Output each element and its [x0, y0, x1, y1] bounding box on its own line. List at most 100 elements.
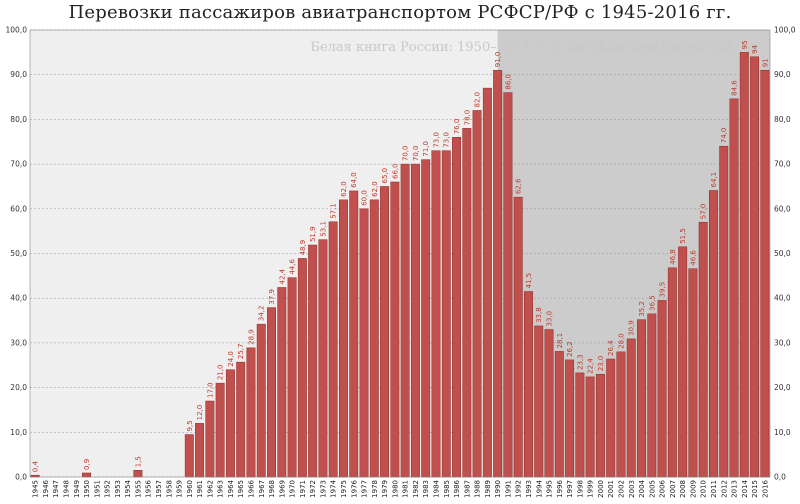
y-tick-label-left: 10,0	[10, 428, 27, 437]
y-tick-label-left: 50,0	[10, 249, 27, 258]
x-tick-label-1979: 1979	[381, 480, 389, 498]
x-tick-label-1987: 1987	[463, 480, 471, 498]
x-tick-label-1946: 1946	[42, 479, 50, 497]
bar-1982	[410, 163, 420, 478]
bar-2003	[626, 338, 636, 478]
data-label-1997: 26,2	[566, 341, 574, 357]
data-labels: 0,4 0,9 1,5 9,512,017,021,024,0 25,728,934,2…	[32, 40, 770, 472]
data-label-1955: 1,5	[134, 456, 142, 467]
y-tick-label-right: 40,0	[774, 294, 791, 303]
y-tick-label-right: 20,0	[774, 383, 791, 392]
y-tick-label-right: 50,0	[774, 249, 791, 258]
x-tick-label-1948: 1948	[62, 480, 70, 498]
bar-1985	[441, 150, 451, 478]
x-tick-label-1978: 1978	[371, 480, 379, 498]
data-label-1980: 66,0	[391, 163, 399, 179]
bar-2007	[667, 267, 677, 478]
bar-1988	[472, 110, 482, 478]
bar-1996	[554, 351, 564, 478]
bar-1976	[349, 190, 359, 478]
data-label-1969: 42,4	[278, 268, 286, 284]
data-label-1976: 64,0	[350, 172, 358, 188]
x-tick-label-1963: 1963	[217, 480, 225, 498]
bar-1983	[421, 159, 431, 478]
bar-1994	[534, 325, 544, 478]
y-tick-label-right: 30,0	[774, 338, 791, 347]
plot-frame	[29, 29, 771, 478]
data-label-1993: 41,5	[525, 273, 533, 289]
bar-2002	[616, 351, 626, 478]
data-label-2015: 94	[751, 44, 759, 53]
bar-1950	[82, 472, 91, 478]
x-tick-label-1971: 1971	[299, 480, 307, 498]
x-tick-label-1966: 1966	[247, 479, 255, 497]
x-tick-label-1970: 1970	[289, 480, 297, 498]
bar-1963	[215, 382, 225, 478]
data-label-2006: 39,5	[659, 282, 667, 298]
x-tick-label-1968: 1968	[268, 480, 276, 498]
bar-1992	[513, 196, 523, 478]
bar-1981	[400, 163, 410, 478]
bar-1995	[544, 329, 554, 478]
data-label-1945: 0,4	[32, 461, 40, 473]
data-label-1986: 76,0	[453, 119, 461, 135]
x-tick-label-2003: 2003	[628, 480, 636, 498]
data-label-1998: 23,3	[576, 354, 584, 370]
x-tick-label-1951: 1951	[93, 480, 101, 498]
x-tick-label-1949: 1949	[73, 480, 81, 498]
x-tick-label-1975: 1975	[340, 480, 348, 498]
bar-2013	[729, 98, 739, 478]
x-tick-label-1980: 1980	[391, 480, 399, 498]
x-tick-label-2016: 2016	[761, 479, 769, 497]
bar-2005	[647, 313, 657, 478]
y-tick-label-right: 100,0	[774, 26, 796, 35]
bar-2009	[688, 268, 698, 478]
bar-1962	[205, 400, 215, 478]
x-tick-label-1983: 1983	[422, 480, 430, 498]
gridlines	[30, 29, 770, 478]
x-tick-label-1994: 1994	[535, 479, 543, 497]
y-tick-label-right: 70,0	[774, 160, 791, 169]
x-tick-label-2015: 2015	[751, 480, 759, 498]
x-tick-label-2007: 2007	[669, 480, 677, 498]
y-axis-left: 0,0 10,0 20,0 30,0 40,0 50,0 60,0 70,0 80,0 90,0 1…	[6, 26, 28, 482]
data-label-1984: 73,0	[432, 132, 440, 148]
data-label-1978: 62,0	[371, 181, 379, 197]
y-tick-label-left: 30,0	[10, 338, 27, 347]
bar-1971	[297, 258, 307, 478]
data-label-2011: 64,1	[710, 172, 718, 188]
data-label-1979: 65,0	[381, 168, 389, 184]
bar-2000	[595, 373, 605, 478]
data-label-1987: 78,0	[463, 110, 471, 126]
bar-1977	[359, 208, 369, 478]
data-label-1973: 53,1	[319, 221, 327, 237]
bar-1966	[246, 347, 256, 478]
x-tick-label-1981: 1981	[402, 480, 410, 498]
x-tick-label-1962: 1962	[206, 480, 214, 498]
bar-1999	[585, 376, 595, 478]
data-label-1990: 91,0	[494, 52, 502, 68]
y-tick-label-right: 80,0	[774, 115, 791, 124]
x-tick-label-1985: 1985	[443, 480, 451, 498]
x-tick-label-2006: 2006	[659, 479, 667, 497]
x-tick-label-1945: 1945	[32, 480, 40, 498]
watermark-text: Белая книга России: 1950–2013 гг © burck…	[310, 40, 763, 55]
data-label-1975: 62,0	[340, 181, 348, 197]
x-tick-label-2013: 2013	[731, 480, 739, 498]
bar-1991	[503, 92, 513, 478]
bar-1965	[236, 361, 246, 478]
data-label-1977: 60,0	[361, 190, 369, 206]
bar-1984	[431, 150, 441, 478]
x-tick-label-1958: 1958	[165, 480, 173, 498]
x-tick-label-1965: 1965	[237, 480, 245, 498]
data-label-2000: 23,0	[597, 356, 605, 372]
y-tick-label-left: 80,0	[10, 115, 27, 124]
bar-2006	[657, 300, 667, 478]
data-label-1965: 25,7	[237, 344, 245, 360]
bar-1990	[493, 69, 503, 478]
x-tick-label-1992: 1992	[515, 480, 523, 498]
x-tick-label-2001: 2001	[607, 480, 615, 498]
data-label-1999: 22,4	[587, 358, 595, 374]
x-tick-label-2012: 2012	[720, 480, 728, 498]
